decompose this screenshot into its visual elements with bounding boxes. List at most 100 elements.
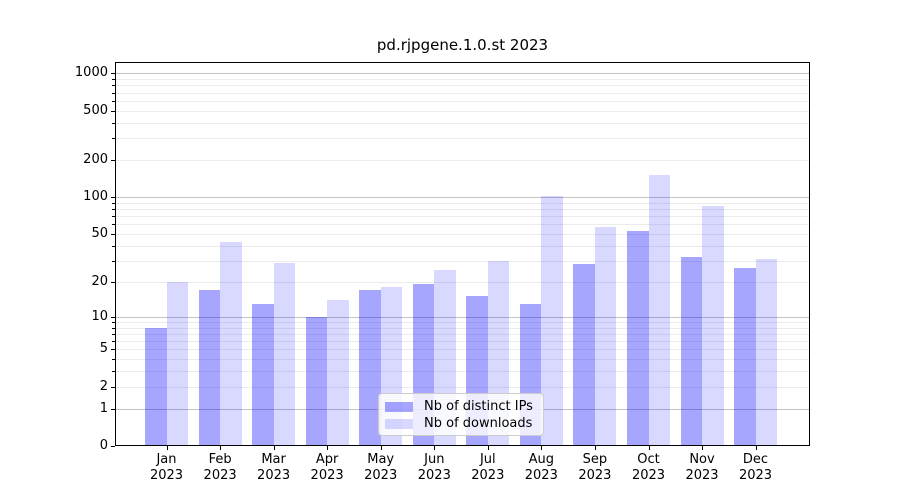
y-tick-label: 100 [83,189,108,205]
bar-distinct-ips [252,303,274,445]
bar-downloads [166,281,188,445]
x-tick [327,446,329,450]
x-label-month: May [367,452,395,467]
y-minor-tick [112,92,115,94]
gridline-minor [116,92,809,94]
y-tick-label: 10 [91,308,108,324]
y-minor-tick [112,327,115,329]
y-tick [111,446,115,447]
y-minor-tick [112,321,115,323]
gridline-minor [116,159,809,161]
gridline-minor [116,260,809,262]
x-tick-label: Nov 2023 [674,452,730,484]
x-tick-label: Apr 2023 [299,452,355,484]
x-tick-label: Aug 2023 [513,452,569,484]
x-label-year: 2023 [149,468,184,483]
gridline-minor [116,281,809,283]
y-tick [111,73,115,75]
gridline-minor [116,138,809,140]
y-tick-label: 20 [91,273,108,289]
x-tick [273,446,275,450]
y-tick [111,408,115,410]
x-label-year: 2023 [471,468,505,483]
x-label-month: Dec [742,452,769,467]
x-label-year: 2023 [417,468,451,483]
x-tick [380,446,382,450]
x-tick-label: Feb 2023 [192,452,248,484]
x-label-month: Oct [637,452,660,467]
y-tick [111,386,115,388]
bar-distinct-ips [145,327,167,445]
gridline-minor [116,371,809,373]
y-minor-tick [112,260,115,262]
legend-label-downloads: Nb of downloads [424,415,533,431]
gridline-minor [116,100,809,102]
x-label-year: 2023 [310,468,344,483]
x-tick-label: Jul 2023 [460,452,516,484]
gridline-minor [116,209,809,210]
gridline-minor [116,321,809,323]
x-label-year: 2023 [257,468,291,483]
y-minor-tick [112,224,115,226]
gridline-minor [116,327,809,329]
gridline-minor [116,85,809,87]
y-minor-tick [112,100,115,102]
x-label-month: Apr [315,452,339,467]
x-tick [594,446,596,450]
chart-legend: Nb of distinct IPs Nb of downloads [378,393,544,436]
gridline-minor [116,359,809,361]
y-minor-tick [112,138,115,140]
y-minor-tick [112,341,115,342]
x-label-month: Nov [689,452,715,467]
y-minor-tick [112,122,115,124]
bar-distinct-ips [627,230,649,445]
x-label-year: 2023 [364,468,398,483]
x-tick [755,446,757,450]
y-tick-label: 5 [99,341,108,357]
y-minor-tick [112,85,115,87]
bar-downloads [755,259,777,445]
x-tick [487,446,489,450]
y-minor-tick [112,371,115,373]
x-tick-label: May 2023 [353,452,409,484]
legend-row-distinct-ips: Nb of distinct IPs [385,398,537,415]
x-label-year: 2023 [578,468,612,483]
x-label-month: Mar [261,452,286,467]
bar-downloads [541,196,563,445]
gridline-minor [116,233,809,235]
legend-row-downloads: Nb of downloads [385,415,537,432]
gridline-minor [116,122,809,124]
bar-downloads [220,241,242,445]
x-label-month: Sep [582,452,608,467]
x-tick-label: Dec 2023 [728,452,784,484]
y-tick [111,110,115,112]
x-tick-label: Mar 2023 [246,452,302,484]
x-tick [702,446,703,450]
y-tick-label: 50 [91,225,108,241]
y-tick [111,316,115,318]
y-minor-tick [112,79,115,80]
bar-distinct-ips [680,257,702,445]
legend-label-distinct-ips: Nb of distinct IPs [424,398,533,414]
y-tick-label: 500 [83,102,108,118]
x-tick-label: Jan 2023 [139,452,195,484]
gridline-major [116,73,809,75]
gridline-minor [116,110,809,112]
y-minor-tick [112,216,115,218]
x-tick [434,446,436,450]
y-minor-tick [112,359,115,361]
y-tick-label: 200 [83,151,108,167]
x-tick-label: Jun 2023 [406,452,462,484]
y-tick [111,197,115,199]
gridline-minor [116,245,809,247]
gridline-minor [116,333,809,335]
gridline-minor [116,349,809,351]
x-label-year: 2023 [738,468,773,483]
bar-downloads [594,227,617,445]
y-minor-tick [112,333,115,335]
x-tick [166,446,168,450]
gridline-minor [116,79,809,80]
x-tick-label: Sep 2023 [567,452,623,484]
